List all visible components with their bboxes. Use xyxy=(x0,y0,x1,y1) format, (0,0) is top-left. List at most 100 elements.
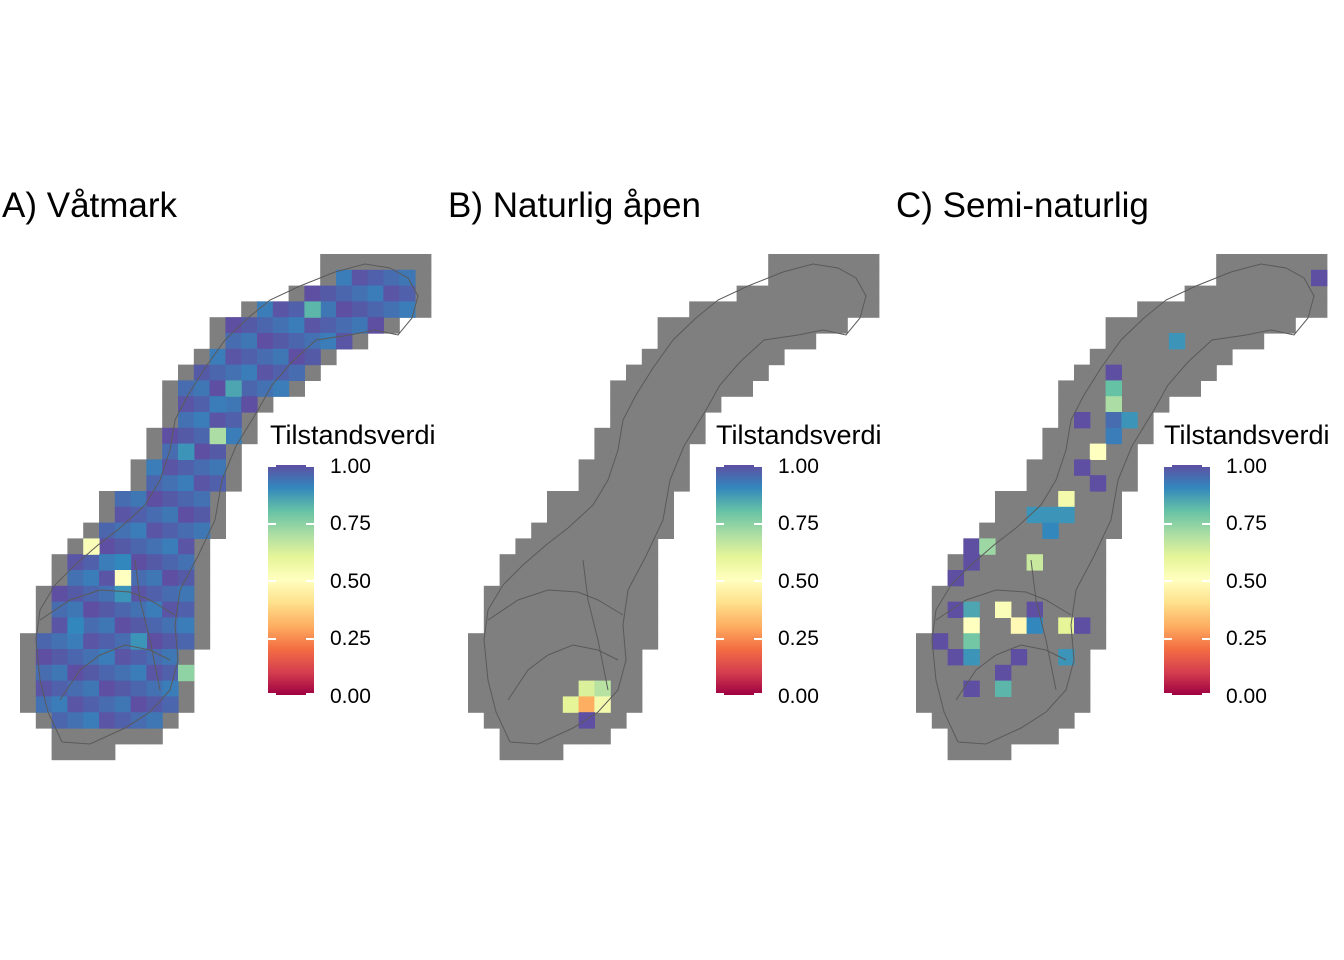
grid-cell xyxy=(578,538,595,555)
grid-cell xyxy=(1247,317,1265,334)
grid-cell xyxy=(705,317,722,334)
grid-cell xyxy=(20,680,37,697)
grid-cell xyxy=(67,743,84,761)
grid-cell xyxy=(1263,285,1280,302)
grid-cell xyxy=(547,554,564,571)
grid-cell xyxy=(995,743,1012,761)
data-cell xyxy=(178,459,195,476)
data-cell xyxy=(178,633,195,650)
grid-cell xyxy=(1247,333,1265,350)
grid-cell xyxy=(1279,269,1296,287)
grid-cell xyxy=(784,285,801,302)
grid-cell xyxy=(768,285,785,302)
data-cell xyxy=(130,617,147,634)
grid-cell xyxy=(225,459,242,476)
grid-cell xyxy=(241,301,258,318)
grid-cell xyxy=(1263,317,1280,334)
grid-cell xyxy=(562,491,580,508)
data-cell xyxy=(963,538,980,555)
grid-cell xyxy=(67,538,84,555)
legend-label: 0.50 xyxy=(778,570,819,593)
grid-cell xyxy=(1121,317,1138,334)
data-cell xyxy=(193,459,211,476)
grid-cell xyxy=(415,269,432,287)
grid-cell xyxy=(1074,649,1091,666)
grid-cell xyxy=(1010,601,1028,618)
grid-cell xyxy=(979,712,996,729)
grid-cell xyxy=(1232,301,1249,318)
data-cell xyxy=(130,538,147,555)
grid-cell xyxy=(1295,254,1312,271)
data-cell xyxy=(146,475,163,492)
grid-cell xyxy=(1042,538,1059,555)
grid-cell xyxy=(1121,475,1138,492)
grid-cell xyxy=(468,680,485,697)
grid-cell xyxy=(752,301,769,318)
grid-cell xyxy=(610,554,627,571)
grid-cell xyxy=(831,269,848,287)
grid-cell xyxy=(1042,696,1059,713)
data-cell xyxy=(67,680,84,697)
grid-cell xyxy=(1184,301,1201,318)
grid-cell xyxy=(784,254,801,271)
data-cell xyxy=(99,554,116,571)
grid-cell xyxy=(547,585,564,603)
data-cell xyxy=(99,633,116,650)
grid-cell xyxy=(626,680,643,697)
grid-cell xyxy=(1200,317,1217,334)
data-cell xyxy=(83,712,100,729)
grid-cell xyxy=(736,380,753,397)
grid-cell xyxy=(1010,680,1028,697)
grid-cell xyxy=(578,475,595,492)
grid-cell xyxy=(1121,348,1138,366)
grid-cell xyxy=(320,254,337,271)
grid-cell xyxy=(1010,522,1028,539)
grid-cell xyxy=(720,333,738,350)
data-cell xyxy=(67,649,84,666)
grid-cell xyxy=(367,254,384,271)
grid-cell xyxy=(483,585,501,603)
grid-cell xyxy=(1105,333,1122,350)
grid-cell xyxy=(1263,254,1280,271)
grid-cell xyxy=(1105,522,1122,539)
grid-cell xyxy=(657,317,674,334)
legend-label: 1.00 xyxy=(778,455,819,478)
data-cell xyxy=(99,522,116,539)
grid-cell xyxy=(35,585,53,603)
grid-cell xyxy=(51,743,68,761)
region-border xyxy=(1030,559,1057,691)
data-cell xyxy=(162,633,179,650)
grid-cell xyxy=(979,522,996,539)
data-cell xyxy=(963,554,980,571)
grid-cell xyxy=(1058,475,1075,492)
grid-cell xyxy=(641,570,659,587)
grid-cell xyxy=(673,333,690,350)
data-cell xyxy=(288,301,305,318)
grid-cell xyxy=(515,728,532,745)
grid-cell xyxy=(784,333,801,350)
grid-cell xyxy=(320,269,337,287)
grid-cell xyxy=(799,317,817,334)
data-cell xyxy=(367,285,384,302)
grid-cell xyxy=(594,617,611,634)
colorbar-tick xyxy=(268,522,276,525)
colorbar-tick xyxy=(754,693,762,695)
data-cell xyxy=(146,712,163,729)
grid-cell xyxy=(995,617,1012,634)
data-cell xyxy=(99,617,116,634)
data-cell xyxy=(146,538,163,555)
grid-cell xyxy=(963,696,980,713)
data-cell xyxy=(193,412,211,429)
grid-cell xyxy=(641,348,659,366)
data-cell xyxy=(51,633,68,650)
grid-cell xyxy=(610,538,627,555)
data-cell xyxy=(83,680,100,697)
grid-cell xyxy=(193,633,211,650)
grid-cell xyxy=(483,696,501,713)
colorbar-tick xyxy=(1164,580,1172,582)
data-cell xyxy=(578,696,595,713)
grid-cell xyxy=(673,412,690,429)
colorbar-tick xyxy=(306,637,314,640)
grid-cell xyxy=(752,348,769,366)
data-cell xyxy=(114,712,132,729)
